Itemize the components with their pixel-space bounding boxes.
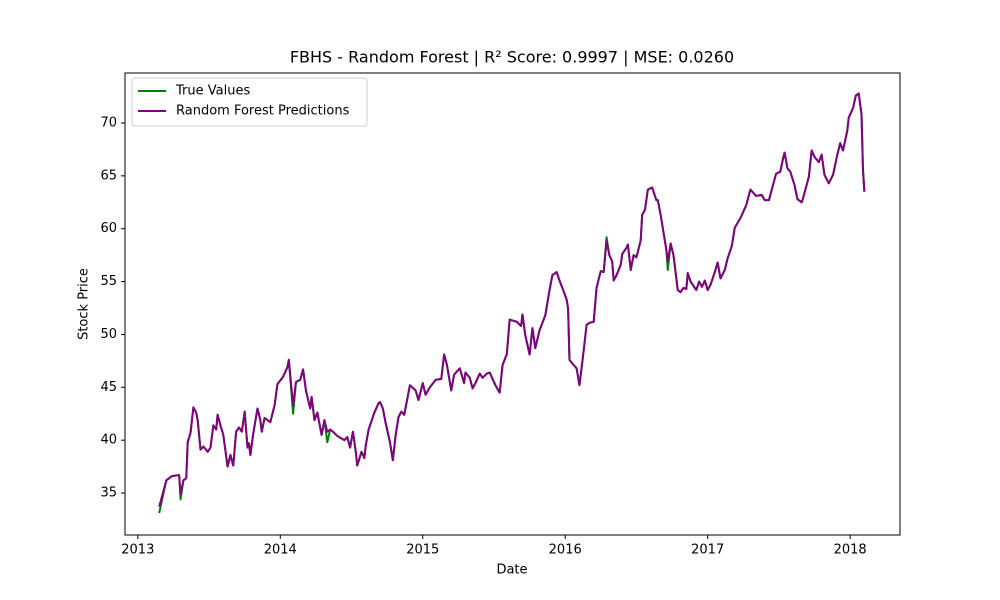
y-tick-label: 65 bbox=[100, 168, 117, 183]
x-tick-label: 2013 bbox=[121, 543, 154, 558]
y-axis-label: Stock Price bbox=[77, 268, 92, 340]
y-tick-label: 45 bbox=[100, 380, 117, 395]
y-tick-label: 40 bbox=[100, 433, 117, 448]
data-line bbox=[158, 92, 866, 508]
plot-frame bbox=[124, 72, 901, 536]
y-tick-label: 35 bbox=[100, 486, 117, 501]
y-tick-label: 50 bbox=[100, 327, 117, 342]
x-tick-label: 2017 bbox=[691, 543, 724, 558]
chart-title: FBHS - Random Forest | R² Score: 0.9997 … bbox=[290, 48, 734, 67]
legend-box bbox=[131, 77, 368, 127]
y-tick-label: 70 bbox=[100, 116, 117, 131]
x-tick-label: 2016 bbox=[549, 543, 582, 558]
legend: True Values Random Forest Predictions bbox=[131, 77, 368, 127]
legend-label: True Values bbox=[175, 84, 250, 99]
x-tick-label: 2018 bbox=[834, 543, 867, 558]
x-tick-label: 2014 bbox=[264, 543, 297, 558]
data-line bbox=[158, 92, 866, 514]
y-tick-label: 60 bbox=[100, 221, 117, 236]
y-tick-label: 55 bbox=[100, 274, 117, 289]
x-tick-label: 2015 bbox=[406, 543, 439, 558]
x-axis-label: Date bbox=[496, 563, 527, 578]
legend-label: Random Forest Predictions bbox=[176, 104, 350, 119]
